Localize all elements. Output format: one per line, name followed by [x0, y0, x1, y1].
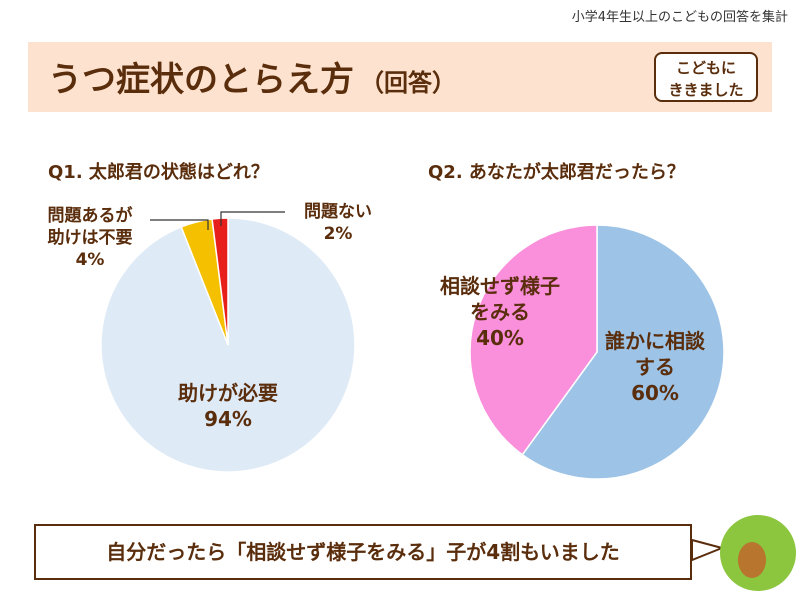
- badge-line: こどもに: [675, 59, 736, 77]
- slice-value: 40%: [476, 326, 524, 350]
- leader-line: [220, 211, 285, 226]
- badge: こどもに ききました: [654, 52, 758, 102]
- chart-title: Q2. あなたが太郎君だったら？: [428, 162, 685, 183]
- title: うつ症状のとらえ方 （回答）: [48, 52, 456, 101]
- slice-name: 助けが必要: [178, 381, 278, 405]
- slice-label: 誰かに相談する 60%: [600, 328, 710, 406]
- leader-line: [150, 219, 209, 230]
- slice-label: 相談せず様子をみる 40%: [440, 273, 560, 351]
- slice-value: 60%: [631, 381, 679, 405]
- slice-name: 問題あるが助けは不要: [47, 206, 133, 248]
- slice-value: 4%: [75, 250, 105, 270]
- footer: 自分だったら「相談せず様子をみる」子が4割もいました: [34, 524, 692, 580]
- badge-line: ききました: [668, 81, 744, 99]
- chart-title: Q1. 太郎君の状態はどれ？: [48, 162, 269, 183]
- slice-value: 94%: [204, 407, 252, 431]
- note: 小学4年生以上のこどもの回答を集計: [571, 10, 788, 25]
- slice-label: 助けが必要 94%: [168, 380, 288, 432]
- logo-animal: [738, 542, 766, 578]
- pie-slice: [211, 217, 229, 346]
- pie-slice: [100, 217, 356, 473]
- slice-name: 問題ない: [304, 202, 372, 222]
- pie-slice: [469, 224, 598, 456]
- slice-name: 誰かに相談する: [605, 329, 705, 379]
- pie-slice: [521, 224, 725, 480]
- title-main: うつ症状のとらえ方: [48, 60, 354, 100]
- slice-label: 問題ない 2%: [288, 201, 388, 245]
- slice-value: 2%: [323, 224, 353, 244]
- slice-label: 問題あるが助けは不要 4%: [42, 205, 138, 271]
- title-band: [28, 42, 772, 112]
- slice-name: 相談せず様子をみる: [440, 274, 560, 324]
- title-sub: （回答）: [360, 69, 456, 97]
- bubble-tail: [691, 538, 726, 562]
